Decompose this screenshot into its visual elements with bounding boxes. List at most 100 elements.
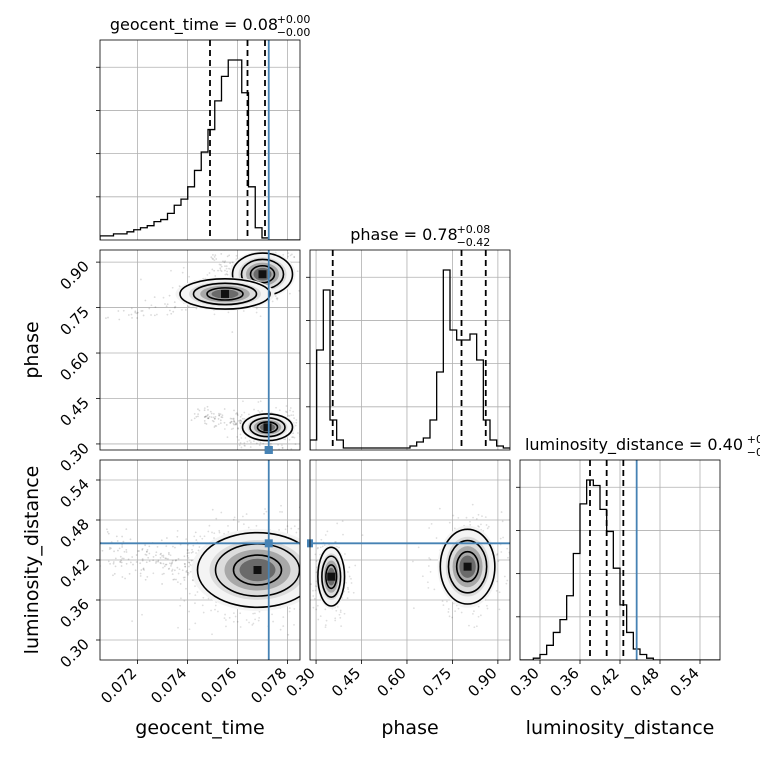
sample-point — [231, 417, 233, 420]
sample-point — [187, 572, 190, 575]
sample-point — [258, 610, 261, 613]
contour-line — [192, 282, 258, 306]
sample-point — [201, 604, 204, 607]
hist-bar — [600, 509, 607, 660]
sample-point — [248, 621, 250, 624]
sample-point — [165, 305, 168, 308]
sample-point — [334, 619, 337, 622]
x-tick-label: 0.48 — [626, 664, 662, 700]
sample-point — [451, 616, 454, 619]
sample-point — [112, 561, 115, 563]
hist-panel-luminosity_distance: luminosity_distance = 0.40 +0.03−0.03 — [516, 433, 760, 661]
contour-line — [447, 539, 488, 594]
sample-point — [154, 306, 157, 308]
sample-point — [184, 308, 187, 311]
sample-point — [157, 560, 159, 563]
sample-point — [292, 436, 295, 438]
sample-point — [177, 557, 180, 560]
sample-point — [195, 307, 198, 310]
sample-point — [281, 446, 284, 449]
sample-point — [238, 421, 241, 423]
sample-point — [323, 544, 326, 547]
sample-point — [147, 556, 150, 559]
sample-point — [162, 562, 165, 565]
sample-point — [238, 444, 241, 447]
sample-point — [326, 530, 329, 533]
sample-point — [295, 421, 298, 424]
sample-point — [298, 289, 300, 292]
sample-point — [203, 420, 206, 422]
sample-point — [169, 309, 171, 312]
sample-point — [350, 577, 352, 580]
sample-point — [242, 523, 245, 526]
sample-point — [465, 516, 468, 519]
sample-point — [206, 273, 209, 276]
sample-point — [286, 525, 289, 528]
hist-bar — [127, 232, 134, 240]
sample-point — [306, 421, 308, 423]
sample-point — [220, 416, 223, 418]
hist-bar — [627, 632, 634, 660]
hist-bar — [490, 440, 497, 450]
sample-point — [175, 578, 177, 581]
sample-point — [170, 564, 172, 567]
hist-bar — [141, 228, 148, 240]
sample-point — [287, 633, 290, 636]
sample-point — [302, 573, 304, 575]
sample-point — [293, 417, 295, 420]
x-tick-label: 0.076 — [197, 664, 240, 707]
sample-point — [122, 309, 125, 312]
sample-point — [500, 511, 503, 513]
hist-bar — [161, 220, 168, 240]
density-peak — [253, 566, 262, 574]
sample-point — [161, 554, 163, 557]
sample-point — [186, 571, 189, 574]
sample-point — [339, 611, 342, 614]
contour-line — [196, 531, 300, 609]
sample-point — [202, 611, 205, 614]
sample-point — [218, 414, 221, 416]
sample-point — [339, 609, 342, 612]
sample-point — [506, 579, 509, 582]
sample-point — [346, 597, 349, 600]
sample-point — [480, 523, 482, 526]
sample-point — [276, 297, 279, 300]
sample-point — [181, 569, 184, 572]
sample-point — [176, 581, 179, 584]
hist-bar — [567, 596, 574, 660]
sample-point — [187, 305, 190, 308]
sample-point — [114, 557, 117, 560]
sample-point — [512, 598, 514, 600]
sample-point — [187, 557, 190, 559]
sample-point — [293, 436, 296, 439]
sample-point — [221, 414, 224, 417]
sample-point — [160, 552, 162, 555]
sample-point — [253, 612, 256, 615]
sample-point — [124, 577, 126, 580]
sample-point — [188, 275, 191, 278]
sample-point — [109, 562, 111, 565]
sample-point — [447, 611, 450, 613]
sample-point — [185, 587, 187, 590]
sample-point — [220, 253, 223, 255]
sample-point — [219, 267, 222, 270]
y-tick-label: 0.30 — [56, 439, 92, 475]
sample-point — [452, 514, 455, 517]
sample-point — [313, 579, 315, 581]
sample-point — [184, 563, 186, 566]
sample-point — [301, 408, 303, 410]
sample-point — [168, 294, 171, 297]
sample-point — [171, 561, 174, 564]
sample-point — [278, 529, 280, 531]
sample-point — [119, 560, 121, 563]
sample-point — [159, 553, 162, 556]
sample-point — [194, 531, 197, 534]
sample-point — [293, 608, 296, 610]
sample-point — [130, 307, 133, 310]
sample-point — [171, 559, 174, 562]
sample-point — [223, 261, 226, 264]
sample-point — [300, 549, 302, 551]
hist-bar — [470, 334, 477, 450]
sample-point — [214, 604, 217, 607]
y-tick-label: 0.48 — [56, 515, 92, 551]
